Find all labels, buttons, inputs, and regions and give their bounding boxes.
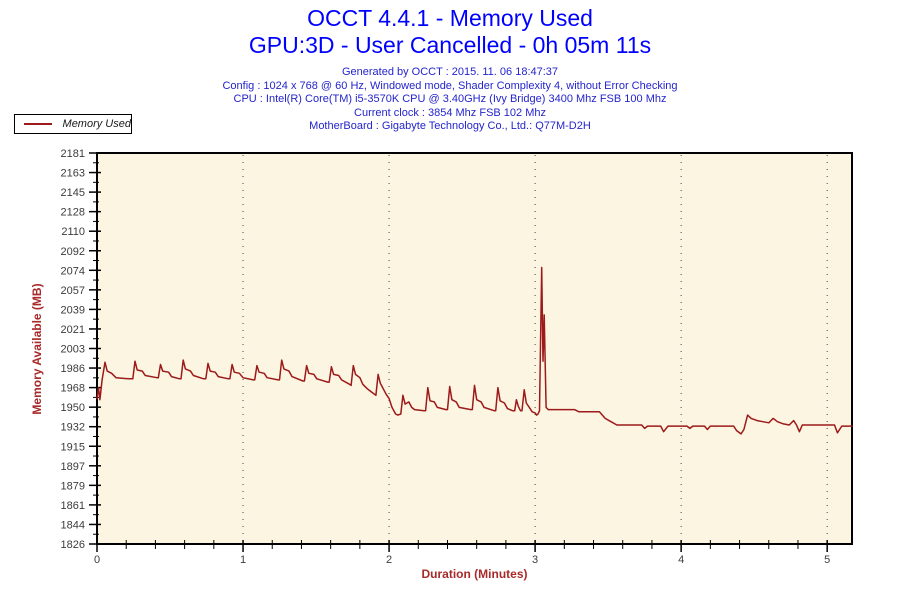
info-config: Config : 1024 x 768 @ 60 Hz, Windowed mo… — [222, 79, 678, 92]
info-current-clock: Current clock : 3854 Mhz FSB 102 Mhz — [354, 106, 546, 119]
y-tick-label: 1915 — [61, 441, 85, 453]
y-tick-label: 2110 — [61, 226, 85, 238]
y-tick-label: 1826 — [61, 539, 85, 551]
system-info-block: Generated by OCCT : 2015. 11. 06 18:47:3… — [0, 66, 900, 134]
y-tick-label: 1950 — [61, 402, 85, 414]
y-tick-label: 2128 — [61, 207, 85, 219]
y-tick-label: 1986 — [61, 363, 85, 375]
y-tick-label: 1968 — [61, 383, 85, 395]
legend: Memory Used — [14, 114, 132, 134]
y-tick-label: 2145 — [61, 187, 85, 199]
y-tick-label: 2074 — [61, 265, 85, 277]
y-tick-label: 2003 — [61, 344, 85, 356]
report-title: OCCT 4.4.1 - Memory Used — [307, 5, 593, 31]
y-tick-label: 2021 — [61, 324, 85, 336]
y-tick-label: 2181 — [61, 148, 85, 160]
x-tick-label: 2 — [386, 554, 392, 566]
report-subtitle: GPU:3D - User Cancelled - 0h 05m 11s — [248, 32, 652, 58]
y-tick-label: 1879 — [61, 480, 85, 492]
y-tick-label: 1897 — [61, 461, 85, 473]
y-tick-label: 1844 — [61, 519, 85, 531]
y-tick-label: 1861 — [61, 500, 85, 512]
y-tick-label: 2163 — [61, 168, 85, 180]
plot-area — [96, 152, 853, 545]
info-cpu: CPU : Intel(R) Core(TM) i5-3570K CPU @ 3… — [233, 93, 667, 105]
x-tick-label: 3 — [532, 554, 538, 566]
memory-used-line — [96, 266, 853, 435]
x-tick-label: 4 — [678, 554, 684, 566]
x-tick-label: 1 — [240, 554, 246, 566]
x-axis-title: Duration (Minutes) — [421, 567, 528, 581]
x-tick-label: 0 — [94, 554, 100, 566]
y-tick-label: 2092 — [61, 246, 85, 258]
y-tick-label: 2057 — [61, 285, 85, 297]
legend-label: Memory Used — [62, 118, 131, 130]
info-motherboard: MotherBoard : Gigabyte Technology Co., L… — [309, 120, 591, 132]
info-generated-by: Generated by OCCT : 2015. 11. 06 18:47:3… — [341, 66, 559, 78]
y-tick-label: 1932 — [61, 422, 85, 434]
x-tick-label: 5 — [824, 554, 830, 566]
legend-line-sample-icon — [24, 123, 52, 125]
y-tick-label: 2039 — [61, 304, 85, 316]
